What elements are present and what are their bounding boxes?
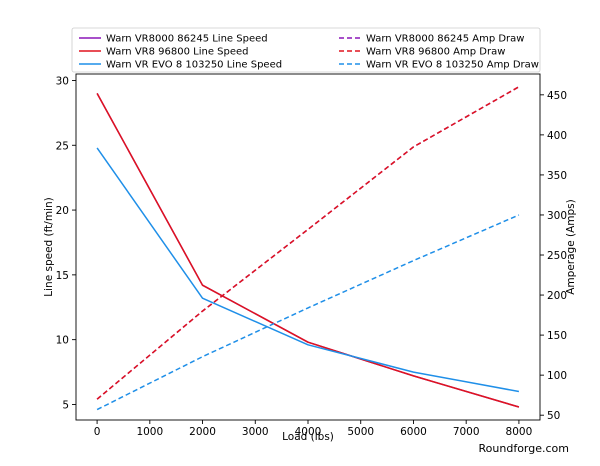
series-line-5 — [96, 86, 520, 400]
axis-ticks: 0 1000 2000 3000 4000 5000 6000 7000 8000 5 10 15 20… — [56, 75, 567, 438]
legend-box — [71, 27, 541, 73]
y-left-tick-label: 25 — [56, 140, 69, 152]
legend-label-6: Warn VR EVO 8 103250 Amp Draw — [366, 60, 539, 71]
x-tick-label: 3000 — [242, 426, 269, 438]
y-axis-left-title: Line speed (ft/min) — [43, 197, 55, 296]
x-tick-label: 6000 — [400, 426, 427, 438]
watermark-text: Roundforge.com — [479, 442, 569, 455]
y-right-tick-label: 300 — [547, 210, 567, 222]
series-line-2 — [96, 93, 520, 408]
legend-label-5: Warn VR8 96800 Amp Draw — [366, 47, 505, 58]
y-left-tick-label: 20 — [56, 205, 69, 217]
x-tick-label: 7000 — [453, 426, 480, 438]
y-left-tick-label: 30 — [56, 75, 69, 87]
x-tick-label: 0 — [94, 426, 101, 438]
y-left-tick-label: 15 — [56, 270, 69, 282]
y-right-tick-label: 100 — [547, 370, 567, 382]
y-right-tick-label: 400 — [547, 130, 567, 142]
series-line-3 — [96, 147, 520, 393]
y-right-tick-label: 50 — [547, 410, 560, 422]
x-axis-title: Load (lbs) — [282, 431, 334, 443]
series-lines — [96, 86, 520, 411]
y-left-tick-label: 10 — [56, 335, 69, 347]
y-right-tick-label: 250 — [547, 250, 567, 262]
series-line-6 — [96, 214, 520, 411]
x-tick-label: 2000 — [189, 426, 216, 438]
x-tick-label: 4000 — [295, 426, 322, 438]
x-tick-label: 5000 — [347, 426, 374, 438]
y-right-tick-label: 450 — [547, 90, 567, 102]
y-right-tick-label: 350 — [547, 170, 567, 182]
x-tick-label: 1000 — [136, 426, 163, 438]
legend: Warn VR8000 86245 Line Speed Warn VR8 968… — [71, 27, 541, 73]
y-right-tick-label: 150 — [547, 330, 567, 342]
legend-label-4: Warn VR8000 86245 Amp Draw — [366, 34, 524, 45]
y-right-tick-label: 200 — [547, 290, 567, 302]
x-tick-label: 8000 — [506, 426, 533, 438]
legend-label-1: Warn VR8000 86245 Line Speed — [106, 34, 268, 45]
legend-label-2: Warn VR8 96800 Line Speed — [106, 47, 249, 58]
legend-label-3: Warn VR EVO 8 103250 Line Speed — [106, 60, 282, 71]
y-axis-right-title: Amperage (Amps) — [565, 199, 577, 295]
y-left-tick-label: 5 — [62, 399, 69, 411]
